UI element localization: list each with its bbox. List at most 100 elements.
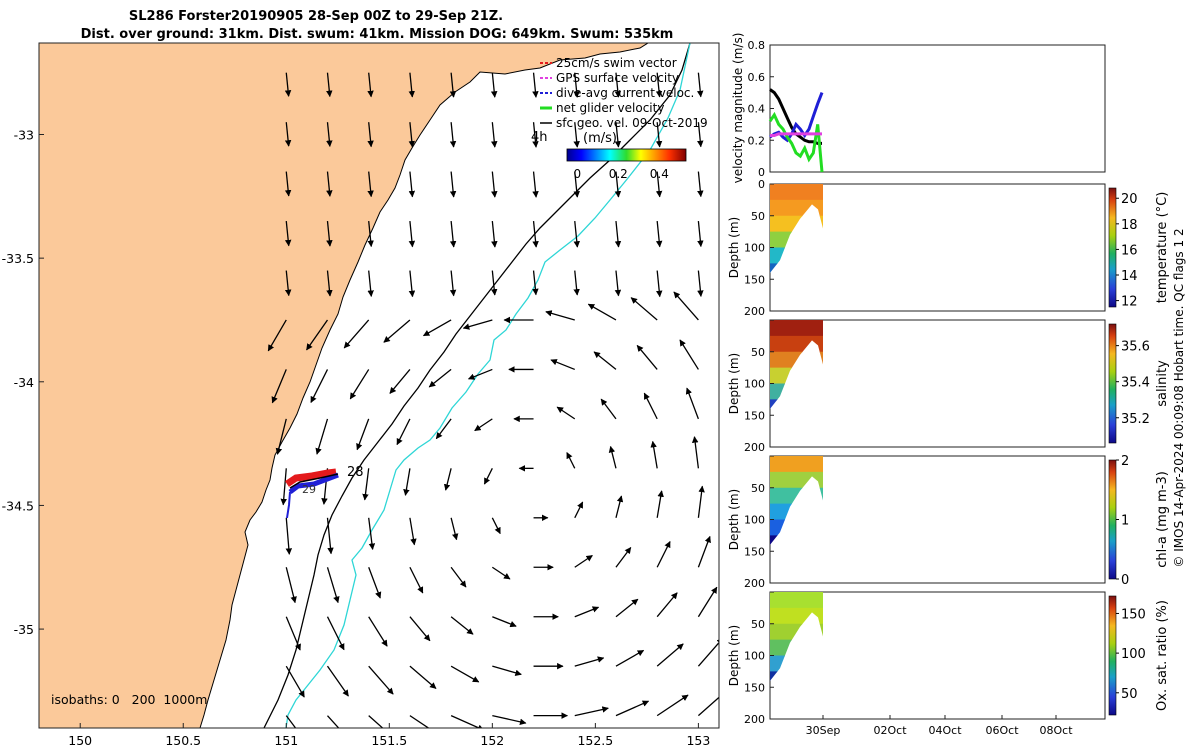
- current-vector: [490, 270, 498, 296]
- current-vector: [435, 418, 452, 440]
- current-vector: [697, 171, 704, 198]
- track-dive-avg-tail: [286, 491, 291, 519]
- current-vector: [656, 643, 684, 667]
- track-start-label: 28: [347, 465, 364, 480]
- current-vector: [491, 220, 498, 248]
- current-vector: [285, 616, 301, 651]
- current-vector: [574, 706, 609, 717]
- current-vector: [491, 517, 501, 535]
- map-x-tick-label: 153: [686, 733, 710, 748]
- profile-ylabel: Depth (m): [727, 217, 741, 278]
- current-vector: [326, 122, 333, 148]
- current-vector: [615, 547, 632, 568]
- current-vector: [326, 220, 333, 247]
- profile-frame: [769, 183, 1106, 312]
- profile-y-tick-label: 50: [751, 346, 765, 359]
- profile-y-tick-label: 50: [751, 210, 765, 223]
- current-vector: [367, 72, 374, 98]
- current-vector: [655, 171, 663, 198]
- profile-ylabel: Depth (m): [727, 353, 741, 414]
- current-vector: [450, 665, 480, 683]
- current-vector: [280, 468, 287, 506]
- current-vector: [492, 616, 517, 628]
- current-vector: [326, 665, 349, 697]
- current-vector: [697, 696, 719, 717]
- current-vector: [679, 339, 699, 370]
- profile-colorbar-tick-label: 16: [1121, 243, 1138, 258]
- current-vector: [449, 122, 457, 148]
- profile-band: [770, 184, 823, 201]
- profile-y-tick-label: 150: [744, 545, 765, 558]
- current-vector: [655, 270, 663, 298]
- profile-x-tick-label: 06Oct: [985, 724, 1019, 737]
- current-vector: [636, 344, 658, 370]
- current-vector: [403, 468, 411, 496]
- current-vector: [326, 171, 333, 197]
- profile-y-tick-label: 200: [744, 713, 765, 726]
- credit-line: © IMOS 14-Apr-2024 00:09:08 Hobart time.…: [1172, 228, 1186, 567]
- current-vector: [449, 270, 457, 297]
- profile-colorbar-tick-label: 150: [1121, 607, 1146, 622]
- current-vector: [367, 270, 374, 297]
- track-swim-vectors: [285, 468, 337, 487]
- current-vector: [615, 598, 639, 618]
- profile-frame: [769, 455, 1106, 584]
- current-vector: [306, 319, 329, 351]
- current-vector: [349, 369, 370, 400]
- current-vector: [284, 270, 292, 297]
- profile-x-tick-label: 04Oct: [928, 724, 962, 737]
- profile-colorbar-label: temperature (°C): [1155, 192, 1170, 304]
- current-vector: [367, 220, 374, 248]
- profile-y-tick-label: 50: [751, 482, 765, 495]
- current-vector: [656, 694, 689, 717]
- current-vector: [383, 319, 411, 343]
- current-vector: [556, 406, 576, 420]
- velocity-y-tick-label: 0.8: [748, 39, 766, 52]
- profile-colorbar: [1108, 323, 1117, 444]
- current-vector: [409, 566, 424, 594]
- profile-x-tick-label: 02Oct: [873, 724, 907, 737]
- map-x-tick-label: 151.5: [371, 733, 407, 748]
- current-vector: [396, 418, 411, 446]
- map-x-tick-label: 152: [480, 733, 504, 748]
- current-vector: [574, 501, 584, 519]
- current-vector: [315, 418, 329, 455]
- current-vector: [284, 171, 292, 197]
- current-vector: [326, 616, 345, 651]
- current-vector: [697, 270, 704, 297]
- map-colorbar-ticks: 0 0.2 0.4: [573, 167, 668, 181]
- profile-x-tick-label: 08Oct: [1039, 724, 1073, 737]
- current-vector: [409, 517, 417, 546]
- current-vector: [697, 586, 718, 618]
- profile-colorbar-tick-label: 100: [1121, 647, 1146, 662]
- current-vector: [697, 220, 704, 248]
- current-vector: [450, 517, 459, 541]
- profile-colorbar-tick-label: 1: [1121, 514, 1129, 529]
- current-vector: [462, 319, 493, 330]
- track-net-velocity: [289, 473, 339, 489]
- current-vector: [409, 715, 430, 728]
- current-vector: [573, 270, 580, 296]
- profile-colorbar: [1108, 187, 1117, 308]
- current-vector: [284, 220, 292, 247]
- current-vector: [327, 715, 340, 728]
- current-vector: [608, 445, 617, 469]
- current-vector: [532, 72, 539, 98]
- map-x-ticks: 150 150.5 151 151.5 152 152.5 153: [68, 723, 710, 748]
- current-vector: [326, 567, 340, 604]
- current-vector: [356, 418, 370, 451]
- track-end-label: 29: [302, 483, 316, 496]
- current-vector: [326, 270, 333, 297]
- map-y-tick-label: -35: [14, 622, 34, 637]
- map-y-tick-label: -34: [14, 375, 34, 390]
- profile-y-tick-label: 150: [744, 681, 765, 694]
- profile-y-tick-label: 100: [744, 242, 765, 255]
- profile-panel: 50 100 150 200 Depth (m) 50 100 150 Ox. sat. rat…: [727, 591, 1170, 737]
- current-vector: [545, 310, 575, 321]
- current-vector: [285, 715, 297, 728]
- current-vector: [650, 440, 658, 469]
- profile-panel: 50 100 150 200 Depth (m) 0 1 2 chl-a (mg m-3): [727, 454, 1170, 590]
- current-vector: [614, 122, 622, 148]
- current-vector: [696, 72, 704, 98]
